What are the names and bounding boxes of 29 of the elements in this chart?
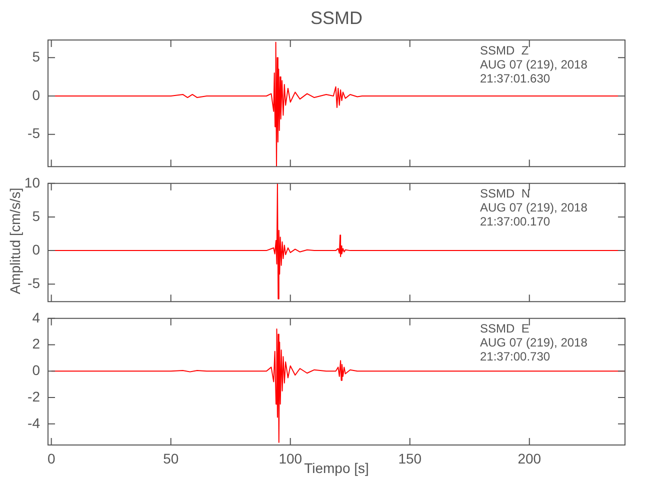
x-tick-label: 100 [278,450,302,466]
y-tick-label: 4 [32,309,40,326]
annotation: AUG 07 (219), 2018 [480,57,588,72]
x-tick-label: 200 [518,450,542,466]
annotation: SSMD Z [480,43,529,58]
y-axis-title: Amplitud [cm/s/s] [7,186,23,296]
annotation: AUG 07 (219), 2018 [480,336,588,350]
y-tick-label: 5 [32,48,40,65]
y-tick-label: 0 [32,241,40,258]
x-tick-label: 50 [163,450,179,466]
y-tick-label: -5 [28,125,40,142]
y-tick-label: -5 [28,275,40,291]
chart-title: SSMD [309,8,364,29]
y-tick-label: -2 [28,388,40,404]
annotation: AUG 07 (219), 2018 [480,200,588,215]
y-tick-label: 5 [32,208,40,224]
y-tick-label: -4 [28,414,40,431]
y-tick-label: 10 [24,174,40,190]
y-tick-label: 2 [32,336,40,352]
x-tick-label: 150 [398,450,422,466]
annotation: 21:37:00.730 [480,350,550,364]
annotation: SSMD E [480,322,530,336]
y-tick-label: 0 [32,362,40,378]
annotation: 21:37:01.630 [480,71,550,86]
annotation: 21:37:00.170 [480,214,550,229]
y-tick-label: 0 [32,86,40,103]
x-tick-label: 0 [47,450,56,466]
x-axis-title: Tiempo [s] [304,460,369,476]
annotation: SSMD N [480,186,530,201]
